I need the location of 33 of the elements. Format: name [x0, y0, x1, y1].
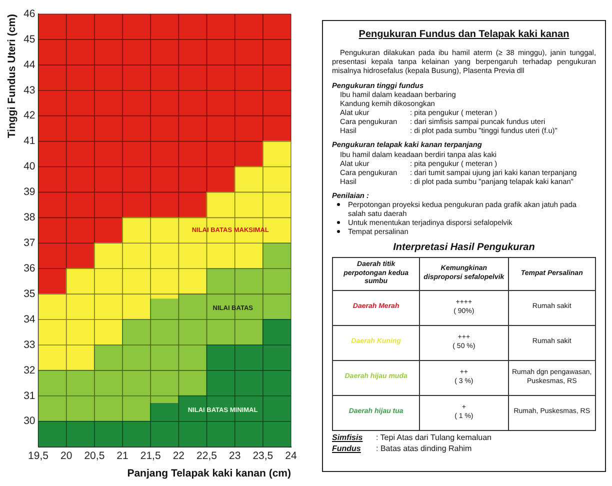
x-tick-label: 21,5: [140, 450, 161, 462]
y-axis-title: Tinggi Fundus Uteri (cm): [6, 14, 18, 138]
y-tick-label: 37: [24, 237, 36, 250]
x-tick-label: 21: [116, 450, 129, 462]
y-tick-label: 40: [24, 160, 36, 173]
y-tick-label: 36: [24, 262, 36, 274]
y-tick-label: 42: [24, 110, 36, 122]
x-tick-label: 22: [172, 450, 185, 462]
x-tick-label: 22,5: [196, 450, 218, 462]
x-tick-label: 20: [60, 450, 72, 462]
y-tick-label: 30: [24, 415, 36, 428]
y-tick-label: 32: [24, 364, 36, 376]
y-tick-label: 39: [24, 186, 36, 198]
x-tick-label: 23,5: [252, 450, 274, 462]
x-tick-label: 23: [228, 450, 241, 462]
y-tick-label: 45: [24, 33, 36, 46]
y-tick-label: 41: [24, 135, 36, 148]
y-tick-label: 43: [24, 84, 36, 96]
y-tick-label: 33: [24, 338, 36, 351]
y-tick-label: 34: [24, 313, 36, 326]
x-axis-title: Panjang Telapak kaki kanan (cm): [127, 468, 291, 480]
y-tick-label: 38: [24, 212, 36, 224]
text: Fundus : Batas atas dinding Rahim: [332, 444, 472, 454]
y-tick-label: 31: [24, 390, 36, 402]
text: Interpretasi Hasil Pengukuran: [392, 242, 536, 254]
y-tick-label: 46: [24, 8, 36, 20]
y-tick-label: 44: [24, 58, 36, 71]
x-tick-label: 24: [285, 450, 297, 462]
x-tick-label: 19,5: [28, 450, 49, 462]
y-tick-label: 35: [24, 288, 36, 300]
x-tick-label: 20,5: [84, 450, 105, 462]
text: Pengukuran Fundus dan Telapak kaki kanan: [358, 29, 570, 42]
text: Simfisis : Tepi Atas dari Tulang kemaluan: [332, 432, 492, 442]
